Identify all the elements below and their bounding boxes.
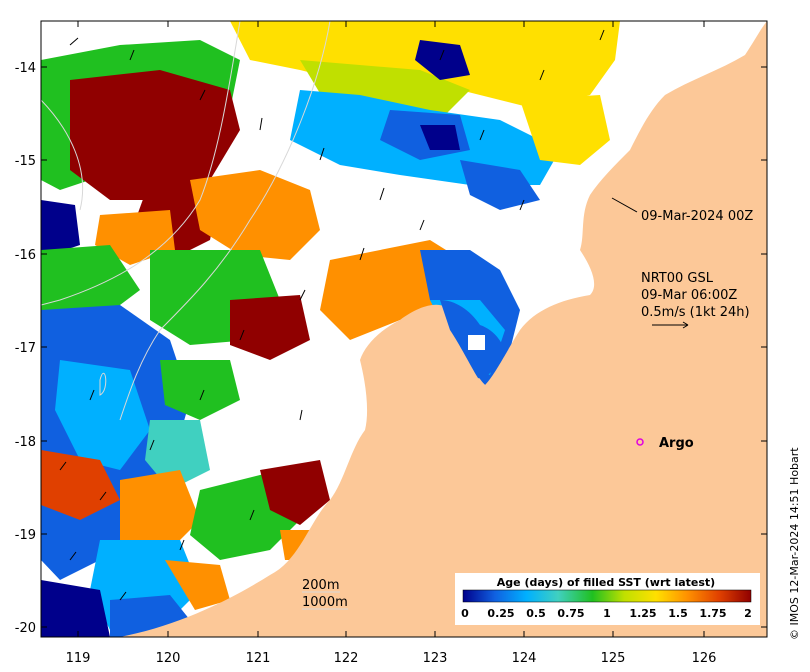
colorbar-tick: 1.75 (699, 607, 726, 620)
current-time-label: 09-Mar 06:00Z (641, 288, 737, 303)
isobath-200-label: 200m (302, 578, 339, 593)
date-label: 09-Mar-2024 00Z (641, 209, 753, 224)
lon-tick: 123 (423, 651, 448, 666)
land-mass (120, 21, 767, 637)
lat-tick: -20 (15, 621, 36, 636)
colorbar-tick: 0.75 (557, 607, 584, 620)
colorbar-ticks: 0 0.25 0.5 0.75 1 1.25 1.5 1.75 2 (461, 607, 752, 620)
isobath-1000-label: 1000m (302, 595, 348, 610)
map-frame (40, 20, 768, 638)
colorbar-tick: 0.5 (526, 607, 546, 620)
lon-axis (77, 21, 705, 637)
colorbar-legend: Age (days) of filled SST (wrt latest) 0 … (455, 573, 760, 625)
lat-tick-labels: -14 -15 -16 -17 -18 -19 -20 (15, 61, 36, 636)
sst-age-field (41, 21, 620, 637)
argo-float-icon[interactable] (636, 438, 644, 446)
lon-tick: 120 (156, 651, 181, 666)
lat-tick: -19 (15, 528, 36, 543)
colorbar-tick: 0 (461, 607, 469, 620)
current-vector-arrow-icon (652, 321, 689, 329)
lon-tick: 122 (334, 651, 359, 666)
lon-tick: 126 (692, 651, 717, 666)
lat-axis (41, 66, 767, 628)
lat-tick: -17 (15, 341, 36, 356)
colorbar-tick: 2 (744, 607, 752, 620)
argo-label: Argo (659, 436, 694, 451)
isobath-contours (41, 21, 331, 421)
date-pointer-line (611, 197, 638, 213)
lon-tick: 125 (601, 651, 626, 666)
lat-tick: -18 (15, 435, 36, 450)
lat-tick: -14 (15, 61, 36, 76)
lon-tick: 121 (246, 651, 271, 666)
colorbar-gradient (462, 589, 752, 603)
lon-tick: 124 (512, 651, 537, 666)
credit-text: © IMOS 12-Mar-2024 14:51 Hobart (788, 447, 801, 640)
current-vectors (59, 29, 605, 601)
lon-tick: 119 (66, 651, 91, 666)
colorbar-tick: 0.25 (487, 607, 514, 620)
colorbar-tick: 1.25 (629, 607, 656, 620)
lat-tick: -15 (15, 154, 36, 169)
colorbar-title: Age (days) of filled SST (wrt latest) (497, 576, 715, 589)
current-product-label: NRT00 GSL (641, 271, 714, 286)
map-plot-area[interactable] (41, 21, 767, 637)
lon-tick-labels: 119 120 121 122 123 124 125 126 (66, 651, 717, 666)
current-scale-label: 0.5m/s (1kt 24h) (641, 305, 750, 320)
colorbar-tick: 1 (603, 607, 611, 620)
lat-tick: -16 (15, 248, 36, 263)
colorbar-tick: 1.5 (668, 607, 688, 620)
